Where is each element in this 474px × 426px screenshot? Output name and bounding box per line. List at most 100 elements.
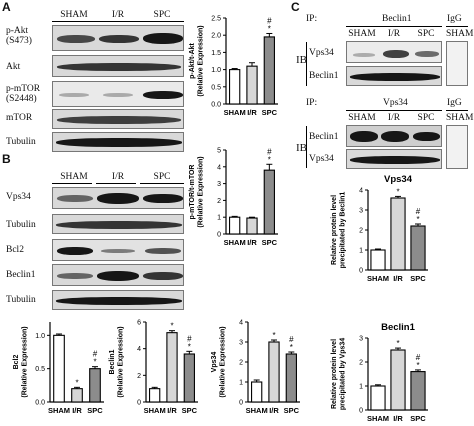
ib-row-label: Beclin1 [309,132,339,142]
y-tick-label: 0 [137,400,141,407]
y-axis-label: precipitated by Vps34 [340,338,347,410]
chart-svg: 0.0 0.5 1.0 1.5 2.0 2.5 p-Akt/t-Akt (Relative E… [189,16,278,117]
western-blot-ip-beclin1-beclin1 [346,66,442,86]
igg-rule [446,110,468,111]
ib-bracket [306,126,307,168]
western-blot-ip-vps34-vps34 [346,149,442,169]
significance-mark: * [290,343,293,352]
lane-label: SHAM [348,29,376,39]
y-axis-label: p-Akt/t-Akt [189,42,196,78]
bar [263,169,275,235]
y-axis-label: (Relative Expression) [118,326,125,397]
bar [251,381,263,403]
western-blot-igg-control [446,41,468,86]
chart-svg: Beclin1 0 1 2 3 Relative protein level precipi… [331,322,428,423]
western-blot-p-akt [52,25,184,51]
bar-chart-p-mtor: 0 1 2 3 4 5 p-mTOR/t-mTOR (Relative Expression)… [189,130,296,280]
significance-mark: * [396,339,399,348]
igg-rule [446,26,468,27]
bar [183,353,195,403]
blot-label: Tubulin [6,295,36,305]
bar-chart-co-ip-beclin1: Beclin1 0 1 2 3 Relative protein level precipi… [310,302,474,426]
y-axis-label: Relative protein level [331,195,338,265]
x-tick-label: SPC [284,406,300,415]
chart-title: Vps34 [384,174,413,185]
bar [229,69,241,105]
lane-header-rule [52,183,92,184]
chart-svg: 0 2 4 6 Beclin1 (Relative Expression) SHAM * I/R… [109,320,198,415]
chart-svg: 0 1 2 3 4 Vps34 (Relative Expression) SHAM * I/R #… [211,320,300,415]
western-blot-mtor [52,109,184,129]
bar [370,249,386,271]
western-blot-akt [52,55,184,77]
chart-svg: 0 1 2 3 4 5 p-mTOR/t-mTOR (Relative Expression)… [189,147,278,247]
significance-mark: * [416,215,419,224]
y-tick-label: 4 [217,164,221,171]
x-tick-label: SPC [182,406,198,415]
bar [285,353,297,403]
y-axis-label: Vps34 [211,352,218,373]
lane-label: I/R [387,29,401,39]
x-tick-label: I/R [247,108,257,117]
lane-label: I/R [111,172,125,182]
chart-title: Beclin1 [381,322,416,333]
y-tick-label: 0.5 [35,366,45,373]
x-tick-label: SHAM [246,406,268,415]
ib-row-label: Beclin1 [309,71,339,81]
significance-mark: * [268,155,271,164]
y-tick-label: 3 [239,340,243,347]
y-axis-label: p-mTOR/t-mTOR [189,165,196,220]
x-tick-label: SHAM [48,406,70,415]
significance-mark: * [188,342,191,351]
x-tick-label: SPC [262,238,278,247]
ib-bracket [306,42,307,86]
western-blot-tubulin [52,290,184,310]
lane-header-rule [140,183,184,184]
y-tick-label: 1 [239,380,243,387]
chart-svg: 0.0 0.5 1.0 Bcl2 (Relative Expression) SHAM * I… [13,322,104,415]
bar-chart-beclin1: 0 2 4 6 Beclin1 (Relative Expression) SHAM * I/R… [109,314,210,426]
y-axis-label: (Relative Expression) [198,156,205,227]
significance-mark: # [416,353,421,362]
igg-label: IgG [447,14,462,24]
ib-row-label: Vps34 [309,154,334,164]
y-tick-label: 3 [359,208,363,215]
lane-label: SPC [153,172,171,182]
blot-label: p-mTOR (S2448) [6,84,41,104]
y-axis-label: (Relative Expression) [22,326,29,397]
x-tick-label: I/R [167,406,177,415]
y-tick-label: 2.0 [211,33,221,40]
y-tick-label: 0.0 [211,102,221,109]
y-tick-label: 2 [239,360,243,367]
bar [246,217,258,235]
x-tick-label: SHAM [224,238,246,247]
bar-chart-co-ip-vps34: Vps34 0 1 2 3 4 Relative protein level precipit… [310,172,474,294]
y-tick-label: 0.0 [35,400,45,407]
bar [229,216,241,235]
bar [390,197,406,271]
y-tick-label: 1 [359,384,363,391]
significance-mark: # [416,207,421,216]
significance-mark: * [396,187,399,196]
lane-header-rule [96,183,136,184]
blot-label: Bcl2 [6,245,24,255]
x-tick-label: SPC [87,406,103,415]
bar [410,371,426,411]
x-tick-label: SHAM [224,108,246,117]
blot-label: p-Akt (S473) [6,26,32,46]
y-tick-label: 1.0 [211,67,221,74]
blot-label: Tubulin [6,220,36,230]
blot-label: Tubulin [6,137,36,147]
significance-mark: * [416,361,419,370]
ip-antibody: Beclin1 [382,14,412,24]
significance-mark: # [289,335,294,344]
chart-svg: Vps34 0 1 2 3 4 Relative protein level precipit… [331,174,428,283]
bar [71,388,83,403]
panel-letter-c: C [291,0,300,14]
blot-label: Beclin1 [6,270,36,280]
ib-label: IB [296,142,307,154]
x-tick-label: SHAM [367,274,389,283]
western-blot-beclin1 [52,264,184,286]
x-tick-label: SHAM [367,414,389,423]
y-axis-label: Bcl2 [13,355,20,370]
